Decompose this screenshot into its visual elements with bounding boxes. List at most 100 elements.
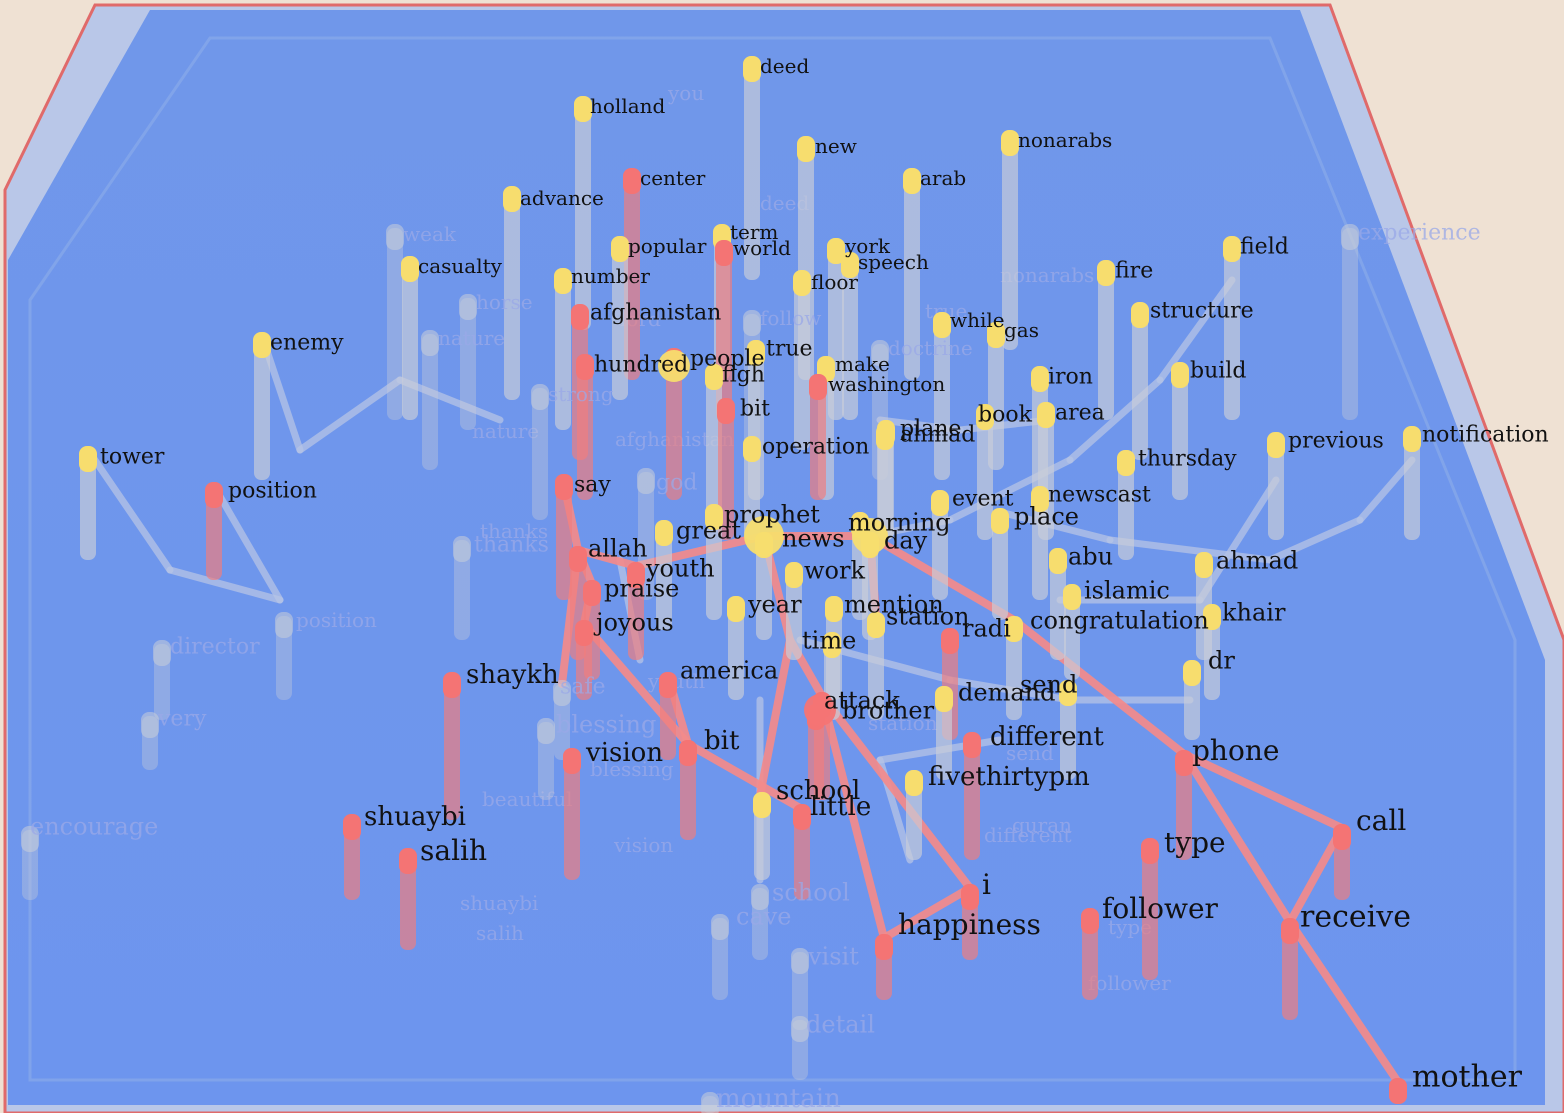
node-label[interactable]: center	[640, 166, 706, 190]
node-label[interactable]: newscast	[1048, 483, 1151, 508]
node-label[interactable]: director	[170, 635, 260, 660]
node-pole[interactable]	[876, 424, 894, 540]
node-label[interactable]: year	[747, 590, 802, 618]
node-pole[interactable]	[875, 934, 893, 1000]
node-label[interactable]: god	[656, 471, 697, 496]
node-label[interactable]: happiness	[898, 908, 1041, 941]
node-label[interactable]: while	[950, 308, 1005, 332]
node-pole[interactable]	[1031, 486, 1049, 600]
node-label[interactable]: vision	[585, 738, 663, 768]
hub-node[interactable]	[804, 694, 836, 726]
node-label[interactable]: fivethirtypm	[928, 762, 1090, 792]
node-label[interactable]: make	[835, 352, 890, 376]
node-label[interactable]: blessing	[556, 710, 656, 738]
node-pole[interactable]	[1117, 450, 1135, 560]
node-pole[interactable]	[867, 612, 885, 720]
node-pole[interactable]	[574, 96, 592, 330]
node-pole[interactable]	[1131, 302, 1149, 460]
node-label[interactable]: safe	[560, 675, 606, 700]
node-pole[interactable]	[1097, 260, 1115, 420]
node-label[interactable]: demand	[958, 678, 1055, 706]
node-label[interactable]: plane	[900, 417, 961, 442]
node-pole[interactable]	[386, 224, 404, 420]
node-pole[interactable]	[79, 446, 97, 560]
node-pole[interactable]	[563, 748, 581, 880]
node-label[interactable]: casualty	[418, 254, 503, 278]
hub-node[interactable]	[852, 518, 888, 554]
node-pole[interactable]	[399, 848, 417, 950]
node-pole[interactable]	[611, 236, 629, 400]
node-pole[interactable]	[253, 332, 271, 480]
node-label[interactable]: youth	[645, 554, 715, 582]
node-label[interactable]: book	[978, 403, 1033, 428]
node-label[interactable]: area	[1055, 401, 1105, 426]
node-pole[interactable]	[1081, 908, 1099, 1000]
node-pole[interactable]	[963, 732, 981, 860]
node-pole[interactable]	[553, 680, 571, 760]
node-label[interactable]: strong	[548, 382, 614, 406]
node-label[interactable]: shuaybi	[364, 802, 466, 832]
node-label[interactable]: praise	[604, 574, 679, 602]
node-pole[interactable]	[575, 620, 593, 700]
node-label[interactable]: receive	[1300, 900, 1411, 935]
node-pole[interactable]	[205, 482, 223, 580]
node-pole[interactable]	[453, 536, 471, 640]
node-label[interactable]: york	[844, 234, 891, 258]
node-label[interactable]: cave	[736, 902, 792, 930]
node-pole[interactable]	[791, 948, 809, 1030]
node-pole[interactable]	[791, 1016, 809, 1080]
node-pole[interactable]	[141, 712, 159, 770]
node-label[interactable]: follower	[1102, 892, 1219, 925]
node-pole[interactable]	[679, 740, 697, 840]
node-label[interactable]: afghanistan	[590, 301, 721, 326]
node-pole[interactable]	[905, 770, 923, 860]
node-label[interactable]: radi	[962, 614, 1011, 642]
node-pole[interactable]	[1005, 616, 1023, 720]
node-label[interactable]: mother	[1412, 1060, 1523, 1095]
node-pole[interactable]	[1203, 604, 1221, 700]
node-pole[interactable]	[1333, 824, 1351, 900]
node-label[interactable]: fire	[1115, 259, 1153, 284]
node-label[interactable]: brother	[842, 696, 935, 724]
node-label[interactable]: news	[782, 524, 845, 552]
node-pole[interactable]	[717, 398, 735, 540]
node-pole[interactable]	[991, 508, 1009, 620]
node-label[interactable]: horse	[476, 290, 533, 314]
node-label[interactable]: visit	[807, 942, 859, 970]
node-label[interactable]: allah	[588, 534, 647, 562]
node-pole[interactable]	[554, 268, 572, 430]
node-pole[interactable]	[743, 56, 761, 280]
node-label[interactable]: america	[680, 656, 778, 684]
node-pole[interactable]	[555, 474, 573, 600]
node-label[interactable]: encourage	[30, 812, 158, 840]
node-pole[interactable]	[903, 168, 921, 380]
node-label[interactable]: enemy	[270, 331, 344, 356]
node-pole[interactable]	[1059, 680, 1077, 780]
node-pole[interactable]	[275, 612, 293, 700]
node-pole[interactable]	[931, 490, 949, 600]
node-pole[interactable]	[1171, 362, 1189, 500]
node-label[interactable]: thursday	[1138, 447, 1237, 472]
node-pole[interactable]	[793, 270, 811, 450]
node-pole[interactable]	[705, 504, 723, 620]
node-pole[interactable]	[751, 884, 769, 960]
node-pole[interactable]	[153, 640, 171, 720]
node-label[interactable]: build	[1190, 359, 1246, 384]
node-label[interactable]: new	[815, 134, 857, 158]
node-label[interactable]: phone	[1192, 734, 1279, 767]
node-label[interactable]: arab	[920, 166, 966, 190]
node-label[interactable]: follow	[760, 306, 821, 330]
node-pole[interactable]	[343, 814, 361, 900]
node-pole[interactable]	[701, 1092, 719, 1113]
node-label[interactable]: salih	[420, 834, 487, 867]
node-label[interactable]: figh	[722, 363, 765, 388]
node-label[interactable]: true	[766, 337, 813, 362]
node-pole[interactable]	[1063, 584, 1081, 680]
node-pole[interactable]	[961, 884, 979, 960]
node-label[interactable]: different	[990, 722, 1104, 752]
node-pole[interactable]	[655, 520, 673, 630]
node-label[interactable]: joyous	[593, 608, 674, 636]
node-pole[interactable]	[1223, 236, 1241, 420]
node-label[interactable]: iron	[1048, 365, 1093, 390]
hub-node[interactable]	[658, 350, 690, 382]
